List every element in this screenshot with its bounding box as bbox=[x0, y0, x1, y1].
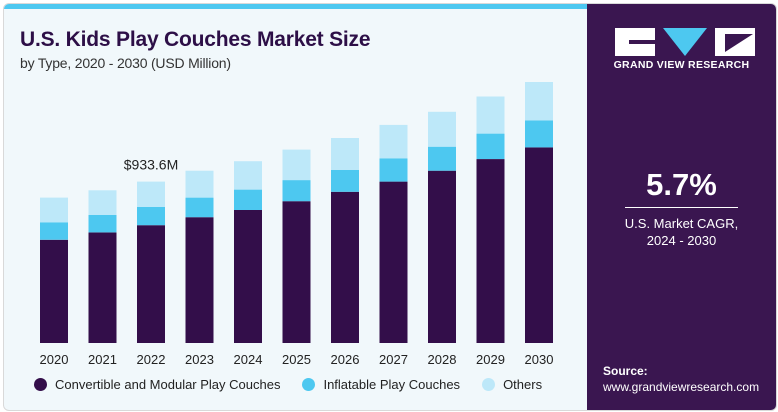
bar-segment-2020-0 bbox=[40, 239, 68, 343]
bar-segment-2024-0 bbox=[234, 210, 262, 343]
x-tick-label-2029: 2029 bbox=[476, 352, 505, 367]
legend-label-others: Others bbox=[503, 377, 543, 392]
bar-segment-2030-0 bbox=[525, 147, 553, 343]
bar-segment-2027-2 bbox=[379, 124, 408, 159]
x-tick-label-2022: 2022 bbox=[137, 352, 166, 367]
bar-segment-2025-0 bbox=[282, 201, 311, 343]
x-tick-label-2023: 2023 bbox=[185, 352, 214, 367]
bar-chart: 2020 2021 2022 $933.6M 2023 2024 2025 2026 2027 2… bbox=[40, 82, 554, 367]
x-tick-label-2027: 2027 bbox=[379, 352, 408, 367]
bar-segment-2026-2 bbox=[331, 138, 359, 170]
bar-segment-2029-0 bbox=[476, 159, 505, 343]
bar-segment-2020-1 bbox=[40, 222, 68, 240]
bar-segment-2024-1 bbox=[234, 189, 262, 210]
legend-item-inflatable: Inflatable Play Couches bbox=[302, 377, 460, 392]
bar-segment-2027-0 bbox=[379, 181, 408, 343]
legend-item-others: Others bbox=[482, 377, 542, 392]
bar-segment-2026-0 bbox=[331, 191, 359, 343]
bar-segment-2023-0 bbox=[185, 217, 214, 343]
x-tick-label-2020: 2020 bbox=[40, 352, 69, 367]
bar-segment-2027-1 bbox=[379, 158, 408, 182]
x-tick-label-2025: 2025 bbox=[282, 352, 311, 367]
bar-segment-2022-0 bbox=[137, 225, 165, 343]
bar-segment-2028-0 bbox=[428, 170, 456, 343]
cagr-label-line2: 2024 - 2030 bbox=[646, 233, 717, 248]
bar-segment-2022-2 bbox=[137, 181, 165, 207]
gvr-logo-icon bbox=[615, 28, 755, 56]
legend-label-inflatable: Inflatable Play Couches bbox=[323, 377, 461, 392]
bar-segment-2029-1 bbox=[476, 133, 505, 159]
source-url[interactable]: www.grandviewresearch.com bbox=[603, 380, 760, 394]
cagr-label-line1: U.S. Market CAGR, bbox=[624, 216, 739, 231]
bar-segment-2028-1 bbox=[428, 146, 456, 171]
bar-segment-2021-1 bbox=[88, 215, 117, 233]
legend-swatch-convertible bbox=[34, 378, 47, 391]
bar-segment-2030-1 bbox=[525, 120, 553, 148]
legend-item-convertible: Convertible and Modular Play Couches bbox=[34, 377, 280, 392]
source-label: Source: bbox=[603, 364, 648, 378]
infographic-frame: U.S. Kids Play Couches Market Size by Ty… bbox=[3, 3, 777, 411]
bar-segment-2020-2 bbox=[40, 197, 68, 223]
bar-segment-2024-2 bbox=[234, 161, 262, 190]
legend-swatch-inflatable bbox=[302, 378, 316, 391]
bar-segment-2026-1 bbox=[331, 170, 359, 192]
chart-panel: U.S. Kids Play Couches Market Size by Ty… bbox=[4, 4, 587, 410]
x-tick-label-2024: 2024 bbox=[234, 352, 263, 367]
source-note: Source: www.grandviewresearch.com bbox=[603, 363, 759, 395]
bar-segment-2023-2 bbox=[185, 170, 214, 198]
cagr-divider bbox=[625, 207, 738, 208]
bar-segment-2025-1 bbox=[282, 180, 311, 202]
x-tick-label-2028: 2028 bbox=[428, 352, 457, 367]
x-tick-label-2026: 2026 bbox=[331, 352, 360, 367]
bar-segment-2023-1 bbox=[185, 197, 214, 218]
bar-segment-2025-2 bbox=[282, 149, 311, 181]
bar-segment-2028-2 bbox=[428, 111, 456, 147]
chart-subtitle: by Type, 2020 - 2030 (USD Million) bbox=[20, 55, 231, 71]
chart-legend: Convertible and Modular Play Couches Inf… bbox=[34, 377, 564, 392]
legend-label-convertible: Convertible and Modular Play Couches bbox=[55, 377, 281, 392]
legend-swatch-others bbox=[482, 378, 496, 391]
data-label-2022: $933.6M bbox=[124, 157, 178, 173]
bar-segment-2029-2 bbox=[476, 96, 505, 134]
bar-segment-2021-0 bbox=[88, 232, 117, 343]
summary-sidebar: GRAND VIEW RESEARCH 5.7% U.S. Market CAG… bbox=[587, 4, 776, 410]
x-tick-label-2021: 2021 bbox=[88, 352, 117, 367]
chart-title: U.S. Kids Play Couches Market Size bbox=[20, 28, 371, 51]
cagr-value: 5.7% bbox=[646, 167, 717, 202]
cagr-label: U.S. Market CAGR, 2024 - 2030 bbox=[587, 215, 776, 249]
accent-bar bbox=[4, 4, 587, 9]
bar-segment-2021-2 bbox=[88, 190, 117, 215]
x-tick-label-2030: 2030 bbox=[525, 352, 554, 367]
brand-name: GRAND VIEW RESEARCH bbox=[613, 59, 750, 71]
bar-segment-2022-1 bbox=[137, 207, 165, 226]
bar-segment-2030-2 bbox=[525, 82, 553, 121]
